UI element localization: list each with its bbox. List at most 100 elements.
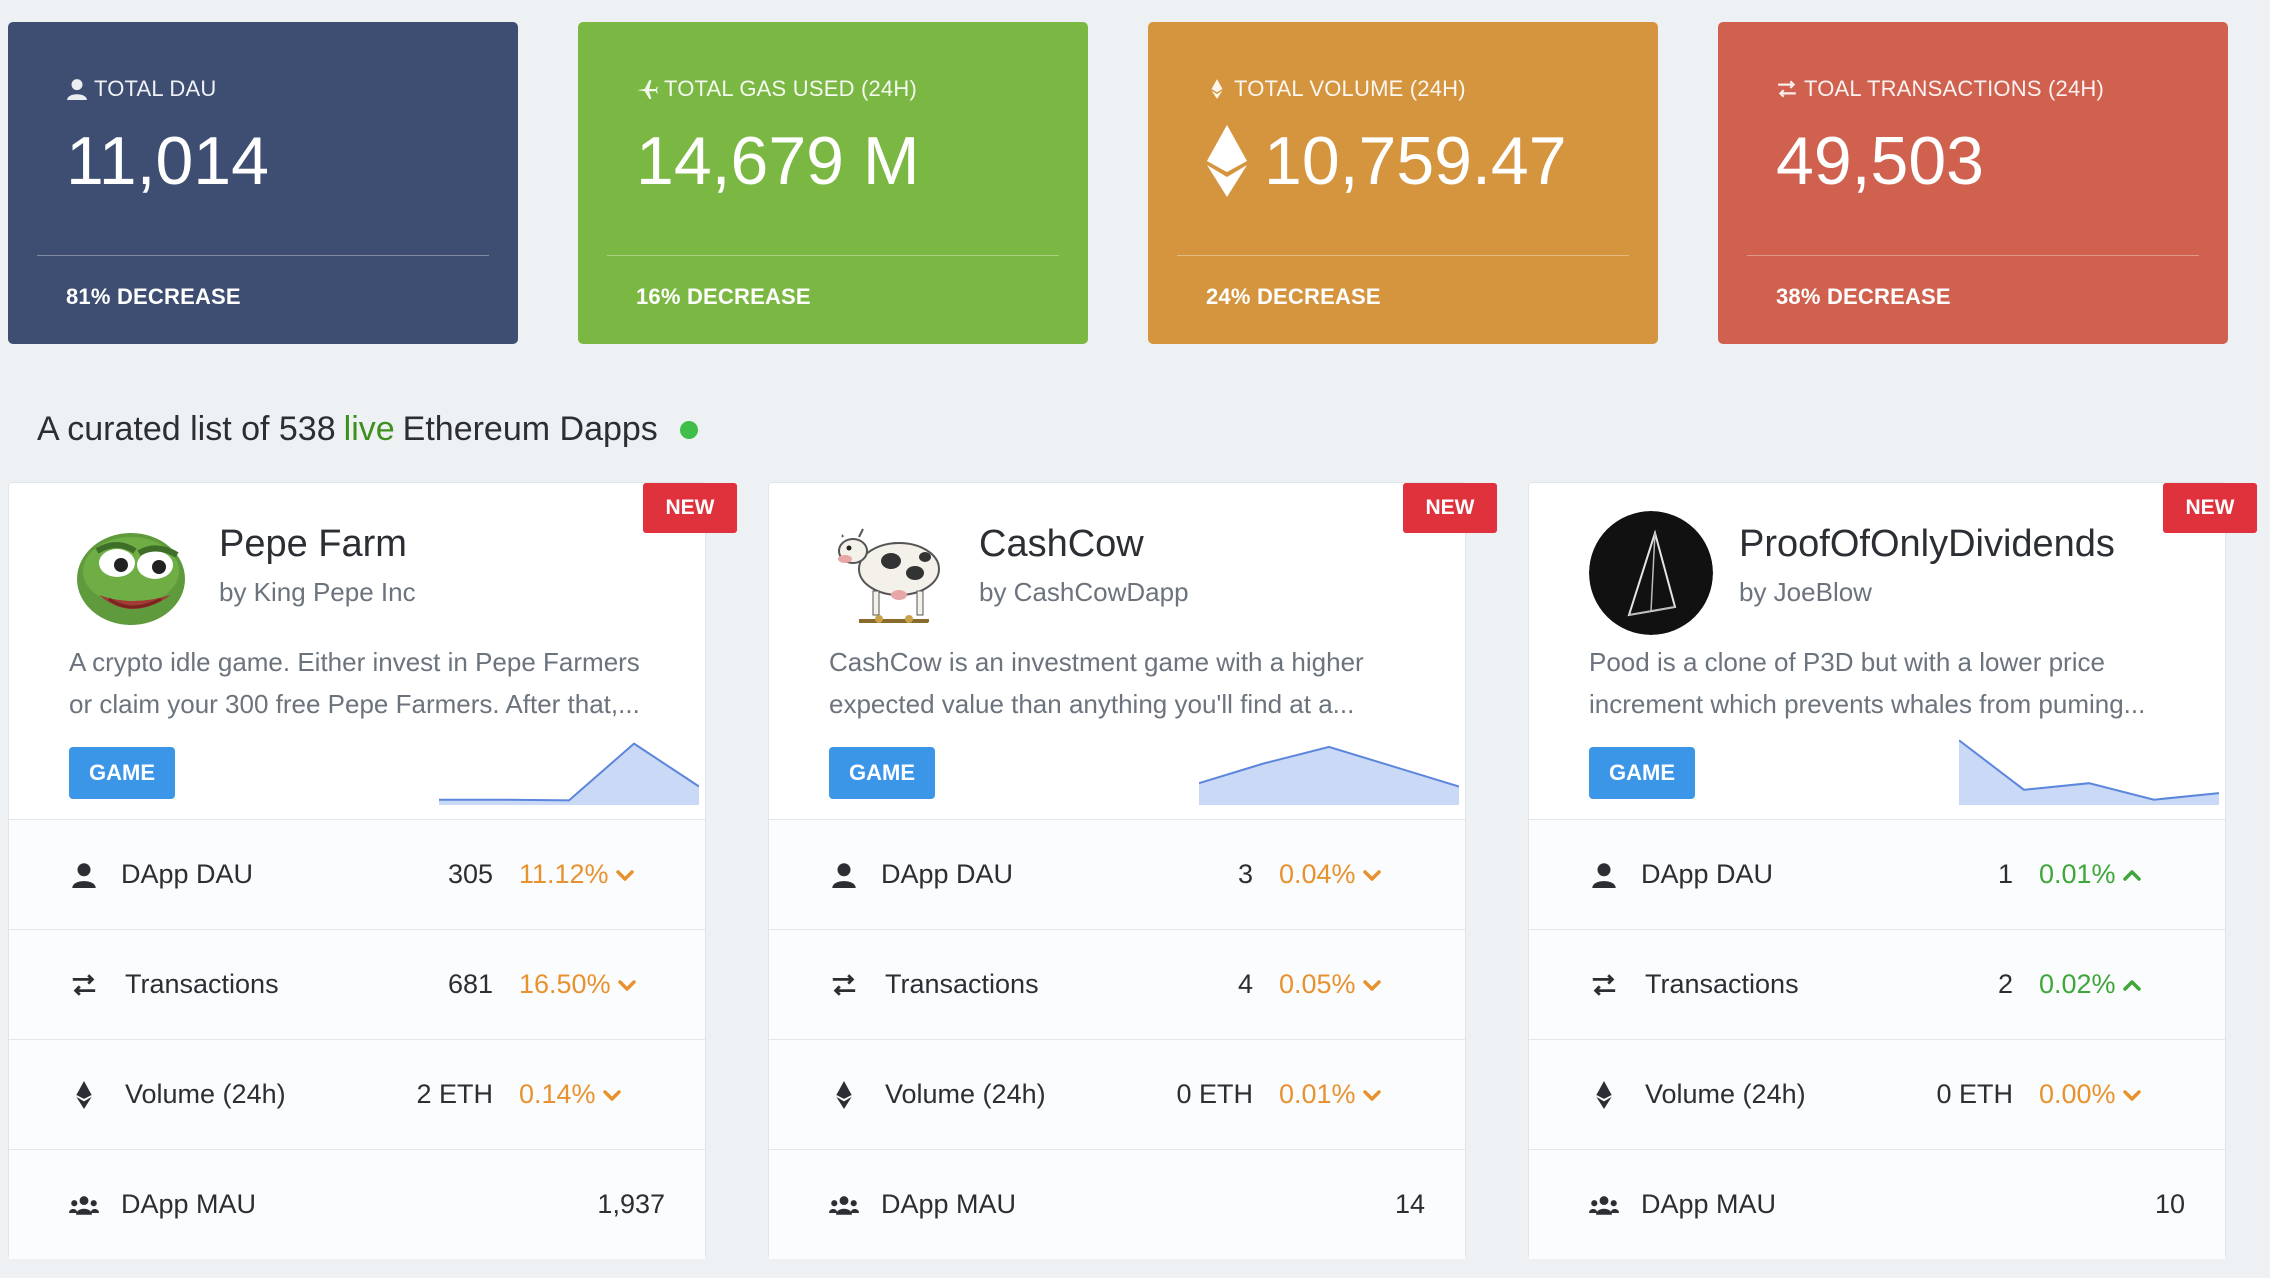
list-heading: A curated list of 538 live Ethereum Dapp…: [37, 410, 698, 449]
eth-icon: [1589, 1080, 1619, 1110]
metric-value: 681: [447, 969, 493, 999]
stat-total-dau: TOTAL DAU 11,014 81% DECREASE: [8, 22, 518, 344]
sparkline-area: [1959, 740, 2219, 805]
metric-row-volume: Volume (24h) 2 ETH 0.14%: [9, 1039, 705, 1149]
trend-icon: [1362, 869, 1381, 881]
users-icon: [1589, 1190, 1619, 1220]
metric-change-text: 0.02%: [2039, 969, 2116, 999]
heading-prefix: A curated list of 538: [37, 410, 336, 448]
stat-change: 81% DECREASE: [66, 284, 241, 309]
heading-live: live: [343, 410, 395, 448]
trend-icon: [2122, 1089, 2141, 1101]
stat-value: 14,679 M: [636, 123, 920, 199]
trend-icon: [615, 869, 634, 881]
metric-value: 3: [1237, 859, 1253, 889]
trend-icon: [602, 1089, 621, 1101]
pyramid-logo-icon: [1589, 511, 1713, 635]
new-badge: NEW: [1403, 483, 1497, 533]
sparkline-line: [439, 742, 699, 802]
eth-large-icon: [1207, 125, 1247, 197]
eth-icon: [69, 1080, 99, 1110]
stat-change: 24% DECREASE: [1206, 284, 1381, 309]
category-tag[interactable]: GAME: [829, 747, 935, 799]
metric-row-mau: DApp MAU 1,937: [9, 1149, 705, 1259]
exchange-icon: [829, 970, 859, 1000]
metric-label: DApp MAU: [881, 1189, 1017, 1219]
metric-change: 0.02%: [2039, 969, 2142, 1000]
sparkline-area: [1199, 746, 1459, 805]
pepe-logo-icon: [69, 511, 193, 635]
category-tag[interactable]: GAME: [1589, 747, 1695, 799]
metric-value: 0 ETH: [1936, 1079, 2013, 1109]
user-icon: [829, 860, 859, 890]
dapp-logo[interactable]: [1589, 511, 1713, 635]
dapp-title[interactable]: CashCow: [979, 523, 1144, 565]
stat-label: TOAL TRANSACTIONS (24H): [1776, 76, 2104, 102]
dapp-description: A crypto idle game. Either invest in Pep…: [69, 641, 669, 725]
new-badge: NEW: [2163, 483, 2257, 533]
metric-value: 4: [1237, 969, 1253, 999]
dapp-card-proofofonlydividends[interactable]: NEW ProofOfOnlyDividends by JoeBlow Pood…: [1528, 482, 2257, 1259]
metric-row-mau: DApp MAU 14: [769, 1149, 1465, 1259]
sparkline-area: [439, 743, 699, 805]
dapp-author[interactable]: by JoeBlow: [1739, 577, 1872, 607]
user-icon: [1589, 860, 1619, 890]
stat-label: TOTAL VOLUME (24H): [1206, 76, 1466, 102]
stat-label: TOTAL GAS USED (24H): [636, 76, 917, 102]
exchange-icon: [1778, 80, 1796, 98]
metric-label: Transactions: [125, 969, 279, 999]
exchange-icon: [1589, 970, 1619, 1000]
metric-value: 2: [1997, 969, 2013, 999]
description-line: A crypto idle game. Either invest in Pep…: [69, 647, 640, 677]
dapp-title[interactable]: ProofOfOnlyDividends: [1739, 523, 2115, 565]
dapp-author[interactable]: by CashCowDapp: [979, 577, 1189, 607]
metric-change-text: 0.04%: [1279, 859, 1356, 889]
dapp-description: Pood is a clone of P3D but with a lower …: [1589, 641, 2189, 725]
dapp-title[interactable]: Pepe Farm: [219, 523, 407, 565]
metric-value: 1: [1997, 859, 2013, 889]
metric-change-text: 0.14%: [519, 1079, 596, 1109]
plane-icon: [637, 80, 658, 99]
metric-label: DApp DAU: [1641, 859, 1774, 889]
metric-value: 10: [2154, 1189, 2185, 1219]
stat-value-text: 10,759.47: [1264, 123, 1567, 199]
metric-label: DApp DAU: [121, 859, 254, 889]
dapp-logo[interactable]: [829, 511, 953, 635]
dapp-description: CashCow is an investment game with a hig…: [829, 641, 1429, 725]
metric-row-transactions: Transactions 2 0.02%: [1529, 929, 2225, 1039]
metric-value: 2 ETH: [416, 1079, 493, 1109]
stat-value: 10,759.47: [1206, 122, 1567, 200]
exchange-icon: [69, 970, 99, 1000]
eth-icon: [829, 1080, 859, 1110]
divider: [1177, 255, 1629, 256]
trend-icon: [617, 979, 636, 991]
trend-icon: [1362, 1089, 1381, 1101]
metric-row-dau: DApp DAU 305 11.12%: [9, 819, 705, 929]
description-line: Pood is a clone of P3D but with a lower …: [1589, 647, 2105, 677]
stats-bar: TOTAL DAU 11,014 81% DECREASE TOTAL GAS …: [8, 22, 2228, 344]
stat-total-volume: TOTAL VOLUME (24H) 10,759.47 24% DECREAS…: [1148, 22, 1658, 344]
divider: [37, 255, 489, 256]
metric-row-mau: DApp MAU 10: [1529, 1149, 2225, 1259]
dapp-author[interactable]: by King Pepe Inc: [219, 577, 416, 607]
metric-value: 305: [447, 859, 493, 889]
metric-change: 0.14%: [519, 1079, 622, 1110]
dapp-logo[interactable]: [69, 511, 193, 635]
stat-label: TOTAL DAU: [66, 76, 216, 102]
sparkline-chart: [439, 742, 699, 805]
metric-value: 0 ETH: [1176, 1079, 1253, 1109]
dapp-card-cashcow[interactable]: NEW CashCow by CashCowDapp CashCow is an…: [768, 482, 1497, 1259]
trend-icon: [2122, 979, 2141, 991]
metric-label: DApp DAU: [881, 859, 1014, 889]
eth-icon: [1211, 79, 1223, 99]
category-tag[interactable]: GAME: [69, 747, 175, 799]
dapp-card-pepe-farm[interactable]: NEW Pepe Farm by King Pepe Inc A crypto …: [8, 482, 737, 1259]
stat-label-text: TOTAL GAS USED (24H): [664, 76, 917, 101]
description-line: expected value than anything you'll find…: [829, 689, 1355, 719]
metric-change: 0.00%: [2039, 1079, 2142, 1110]
metric-change: 0.01%: [1279, 1079, 1382, 1110]
user-icon: [67, 79, 87, 100]
metric-change: 0.04%: [1279, 859, 1382, 890]
metric-row-transactions: Transactions 681 16.50%: [9, 929, 705, 1039]
cow-logo-icon: [829, 511, 953, 635]
